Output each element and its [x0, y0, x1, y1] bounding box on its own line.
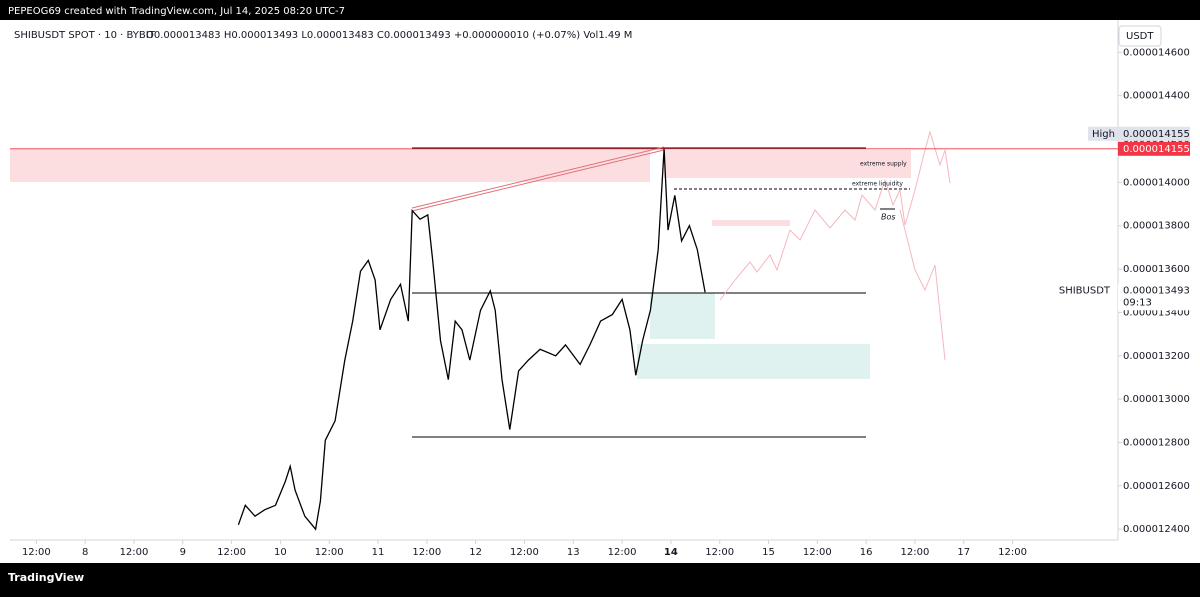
- trend-line: [411, 146, 665, 209]
- x-tick-label: 12:00: [412, 547, 441, 558]
- x-tick-label: 12:00: [217, 547, 246, 558]
- x-tick-label: 15: [762, 547, 775, 558]
- x-tick-label: 12:00: [120, 547, 149, 558]
- high-tag: [1118, 126, 1190, 141]
- y-tick-label: 0.000013200: [1123, 351, 1190, 362]
- annotation: Bos: [881, 213, 896, 222]
- x-tick-label: 12: [469, 547, 482, 558]
- demand-zone: [650, 293, 715, 339]
- countdown: 09:13: [1123, 297, 1152, 308]
- currency-box[interactable]: [1118, 25, 1162, 47]
- y-tick-label: 0.000013000: [1123, 394, 1190, 405]
- x-tick-label: 9: [180, 547, 186, 558]
- x-tick-label: 13: [567, 547, 580, 558]
- forecast-path: [719, 130, 951, 361]
- y-tick-label: 0.000013400: [1123, 307, 1190, 318]
- x-tick-label: 17: [957, 547, 970, 558]
- trend-line: [411, 149, 665, 212]
- x-tick-label: 12:00: [315, 547, 344, 558]
- demand-zone: [637, 344, 870, 379]
- y-tick-label: 0.000013600: [1123, 264, 1190, 275]
- page-title: PEPEOG69 created with TradingView.com, J…: [8, 6, 345, 17]
- last-value: 0.000013493: [1123, 285, 1190, 296]
- supply-zone: [664, 150, 911, 178]
- symbol-legend: SHIBUSDT SPOT · 10 · BYBIT: [14, 30, 156, 41]
- ohlc-legend: O0.000013483 H0.000013493 L0.000013483 C…: [146, 30, 632, 41]
- x-tick-label: 12:00: [608, 547, 637, 558]
- zone: [712, 220, 790, 226]
- y-tick-label: 0.000012600: [1123, 481, 1190, 492]
- x-tick-label: 12:00: [803, 547, 832, 558]
- x-tick-label: 12:00: [510, 547, 539, 558]
- currency: USDT: [1126, 31, 1154, 42]
- price-tag: [1118, 141, 1190, 156]
- y-tick-label: 0.000014600: [1123, 47, 1190, 58]
- price-tag-label: 0.000014155: [1123, 144, 1190, 155]
- x-tick-label: 11: [372, 547, 385, 558]
- x-tick-label: 12:00: [705, 547, 734, 558]
- y-tick-label: 0.000012800: [1123, 437, 1190, 448]
- annotation: extreme liquidity: [852, 181, 903, 188]
- high-label: High: [1092, 129, 1115, 140]
- high-tag: [1088, 126, 1118, 141]
- y-tick-label: 0.000014000: [1123, 177, 1190, 188]
- x-tick-label: 12:00: [901, 547, 930, 558]
- x-tick-label: 12:00: [22, 547, 51, 558]
- x-tick-label: 16: [860, 547, 873, 558]
- price-line: [237, 148, 706, 531]
- x-tick-label: 8: [82, 547, 88, 558]
- chart-background: [0, 20, 1200, 563]
- x-tick-label: 14: [664, 547, 678, 558]
- series-name: SHIBUSDT: [1059, 285, 1111, 296]
- y-tick-label: 0.000013800: [1123, 221, 1190, 232]
- annotation: extreme supply: [860, 161, 907, 168]
- x-tick-label: 12:00: [998, 547, 1027, 558]
- last-tag: [1118, 284, 1190, 311]
- y-tick-label: 0.000012400: [1123, 524, 1190, 535]
- x-tick-label: 10: [274, 547, 287, 558]
- y-tick-label: 0.000014400: [1123, 91, 1190, 102]
- high-value: 0.000014155: [1123, 129, 1190, 140]
- brand: TradingView: [8, 571, 84, 584]
